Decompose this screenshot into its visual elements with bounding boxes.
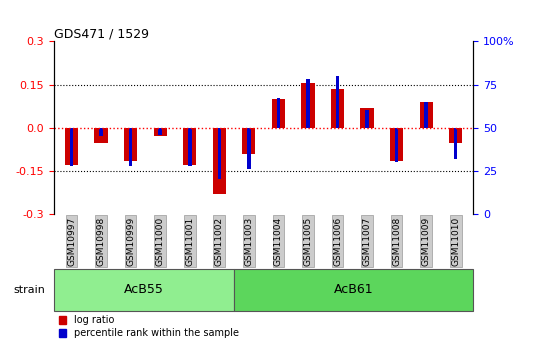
Text: GSM10997: GSM10997 (67, 217, 76, 266)
Bar (395, 128, 398, 162)
Text: GSM11008: GSM11008 (392, 217, 401, 266)
Bar (65, 128, 78, 165)
Bar (213, 128, 226, 194)
Bar (242, 128, 256, 154)
Text: GSM10999: GSM10999 (126, 217, 135, 266)
Text: GDS471 / 1529: GDS471 / 1529 (54, 27, 149, 40)
Bar (124, 128, 137, 161)
Text: GSM11006: GSM11006 (333, 217, 342, 266)
Bar (100, 128, 103, 136)
Bar (247, 128, 251, 169)
Bar (217, 128, 221, 179)
Text: strain: strain (13, 285, 45, 295)
Bar (188, 128, 192, 166)
Bar (233, 269, 473, 310)
Bar (70, 128, 73, 166)
Bar (390, 128, 404, 161)
Bar (454, 128, 457, 159)
Bar (301, 83, 315, 128)
Bar (158, 128, 162, 135)
Bar (183, 128, 196, 165)
Bar (360, 108, 374, 128)
Bar (424, 102, 428, 128)
Text: GSM11007: GSM11007 (363, 217, 372, 266)
Text: GSM10998: GSM10998 (97, 217, 105, 266)
Bar (336, 76, 339, 128)
Text: AcB61: AcB61 (334, 283, 373, 296)
Text: GSM11005: GSM11005 (303, 217, 313, 266)
Bar (449, 128, 462, 144)
Legend: log ratio, percentile rank within the sample: log ratio, percentile rank within the sa… (59, 315, 239, 338)
Text: GSM11004: GSM11004 (274, 217, 283, 266)
Text: GSM11010: GSM11010 (451, 217, 460, 266)
Text: GSM11003: GSM11003 (244, 217, 253, 266)
Bar (331, 89, 344, 128)
Bar (54, 269, 233, 310)
Bar (129, 128, 132, 166)
Text: GSM11002: GSM11002 (215, 217, 224, 266)
Text: GSM11000: GSM11000 (155, 217, 165, 266)
Bar (95, 128, 108, 144)
Bar (277, 98, 280, 128)
Text: GSM11001: GSM11001 (185, 217, 194, 266)
Text: AcB55: AcB55 (124, 283, 164, 296)
Bar (306, 79, 310, 128)
Text: GSM11009: GSM11009 (422, 217, 430, 266)
Bar (365, 110, 369, 128)
Bar (153, 128, 167, 136)
Bar (272, 99, 285, 128)
Bar (420, 102, 433, 128)
